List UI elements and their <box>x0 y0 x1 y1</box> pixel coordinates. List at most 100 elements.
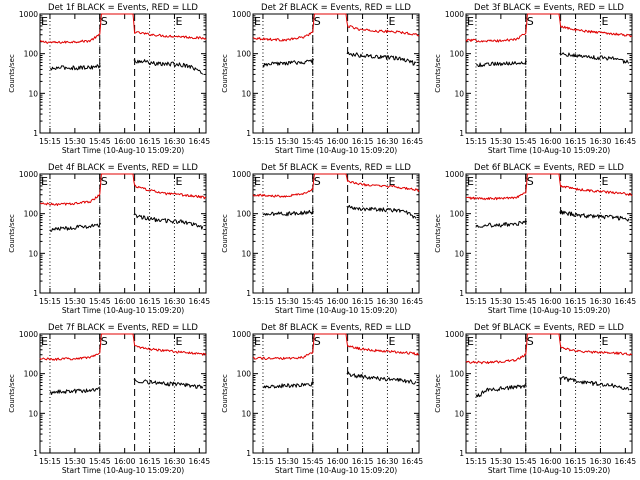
y-axis-label: Counts/sec <box>221 54 229 93</box>
lld-series-line <box>465 13 633 43</box>
detector-panel-3: Det 3f BLACK = Events, RED = LLD 1 10 100 10… <box>434 3 636 155</box>
segment-marker: E <box>467 15 474 28</box>
x-tick-label: 16:15 <box>139 137 161 146</box>
segment-marker: E <box>254 15 261 28</box>
x-tick-label: 16:30 <box>590 457 612 466</box>
lld-series-line <box>252 173 420 198</box>
events-series-line <box>346 204 417 219</box>
segment-marker: E <box>601 15 608 28</box>
x-tick-label: 15:15 <box>465 297 487 306</box>
x-axis-label: Start Time (10-Aug-10 15:09:20) <box>275 466 397 475</box>
y-tick-label: 10 <box>241 409 251 418</box>
events-series-line <box>559 210 630 222</box>
events-series-line <box>475 220 528 228</box>
segment-marker: E <box>41 15 48 28</box>
x-tick-label: 15:45 <box>515 457 537 466</box>
x-tick-label: 15:30 <box>64 297 86 306</box>
segment-marker: E <box>41 175 48 188</box>
x-tick-label: 15:45 <box>515 137 537 146</box>
events-series-line <box>346 371 417 385</box>
events-series-line <box>133 213 204 230</box>
y-tick-label: 100 <box>237 370 252 379</box>
x-tick-label: 16:45 <box>189 297 211 306</box>
x-tick-label: 16:00 <box>327 297 349 306</box>
lld-series-line <box>252 333 420 360</box>
segment-marker: E <box>388 175 395 188</box>
segment-marker: E <box>175 15 182 28</box>
plot-frame <box>465 13 633 134</box>
y-tick-label: 1 <box>246 129 251 138</box>
x-tick-label: 15:15 <box>252 457 274 466</box>
x-tick-label: 16:45 <box>189 137 211 146</box>
x-tick-label: 16:15 <box>565 457 587 466</box>
segment-marker: E <box>388 15 395 28</box>
lld-series-line <box>465 333 633 365</box>
lld-series-line <box>39 13 207 44</box>
y-axis-label: Counts/sec <box>434 54 442 93</box>
panel-title: Det 7f BLACK = Events, RED = LLD <box>48 323 198 333</box>
y-tick-label: 1000 <box>232 170 251 179</box>
x-tick-label: 16:00 <box>327 457 349 466</box>
y-tick-label: 100 <box>24 210 39 219</box>
detector-panel-4: Det 4f BLACK = Events, RED = LLD 1 10 100 10… <box>8 163 210 315</box>
plot-frame <box>252 333 420 454</box>
segment-marker: S <box>314 335 321 348</box>
y-axis-label: Counts/sec <box>8 374 16 413</box>
segment-marker: S <box>314 175 321 188</box>
events-series-line <box>49 387 101 395</box>
y-tick-label: 1000 <box>445 330 464 339</box>
y-tick-label: 100 <box>24 370 39 379</box>
y-tick-label: 1000 <box>445 10 464 19</box>
y-tick-label: 10 <box>28 409 38 418</box>
y-tick-label: 1000 <box>232 10 251 19</box>
events-series-line <box>262 209 314 217</box>
plot-frame <box>39 173 207 294</box>
lld-series-line <box>252 13 420 42</box>
x-tick-label: 16:15 <box>352 297 374 306</box>
x-tick-label: 15:15 <box>465 457 487 466</box>
x-tick-label: 15:30 <box>490 137 512 146</box>
y-tick-label: 10 <box>241 249 251 258</box>
x-tick-label: 15:30 <box>277 457 299 466</box>
x-tick-label: 16:30 <box>164 137 186 146</box>
detector-panel-6: Det 6f BLACK = Events, RED = LLD 1 10 100 10… <box>434 163 636 315</box>
y-tick-label: 10 <box>241 89 251 98</box>
y-tick-label: 1000 <box>445 170 464 179</box>
y-tick-label: 1 <box>246 449 251 458</box>
x-axis-label: Start Time (10-Aug-10 15:09:20) <box>275 146 397 155</box>
x-axis-label: Start Time (10-Aug-10 15:09:20) <box>62 146 184 155</box>
events-series-line <box>475 384 527 398</box>
x-tick-label: 15:45 <box>89 457 111 466</box>
x-tick-label: 16:00 <box>114 457 136 466</box>
x-tick-label: 16:15 <box>139 457 161 466</box>
x-tick-label: 15:45 <box>302 297 324 306</box>
segment-marker: E <box>175 335 182 348</box>
x-tick-label: 15:15 <box>252 297 274 306</box>
segment-marker: S <box>527 335 534 348</box>
segment-marker: E <box>467 335 474 348</box>
x-tick-label: 16:30 <box>377 137 399 146</box>
x-tick-label: 15:15 <box>252 137 274 146</box>
x-tick-label: 16:45 <box>402 297 424 306</box>
panel-title: Det 4f BLACK = Events, RED = LLD <box>48 163 198 173</box>
x-tick-label: 16:30 <box>164 457 186 466</box>
panel-title: Det 5f BLACK = Events, RED = LLD <box>261 163 411 173</box>
x-tick-label: 16:45 <box>402 457 424 466</box>
segment-marker: E <box>467 175 474 188</box>
x-tick-label: 16:15 <box>565 297 587 306</box>
segment-marker: E <box>254 335 261 348</box>
detector-panel-1: Det 1f BLACK = Events, RED = LLD 1 10 100 10… <box>8 3 210 155</box>
y-tick-label: 100 <box>450 50 465 59</box>
y-tick-label: 1 <box>33 289 38 298</box>
y-tick-label: 1000 <box>232 330 251 339</box>
y-axis-label: Counts/sec <box>434 374 442 413</box>
x-tick-label: 16:45 <box>615 137 637 146</box>
x-tick-label: 16:30 <box>377 457 399 466</box>
y-axis-label: Counts/sec <box>221 374 229 413</box>
panel-title: Det 8f BLACK = Events, RED = LLD <box>261 323 411 333</box>
y-axis-label: Counts/sec <box>8 54 16 93</box>
x-tick-label: 16:45 <box>615 457 637 466</box>
y-tick-label: 1000 <box>19 10 38 19</box>
y-tick-label: 1000 <box>19 170 38 179</box>
x-tick-label: 16:00 <box>540 297 562 306</box>
